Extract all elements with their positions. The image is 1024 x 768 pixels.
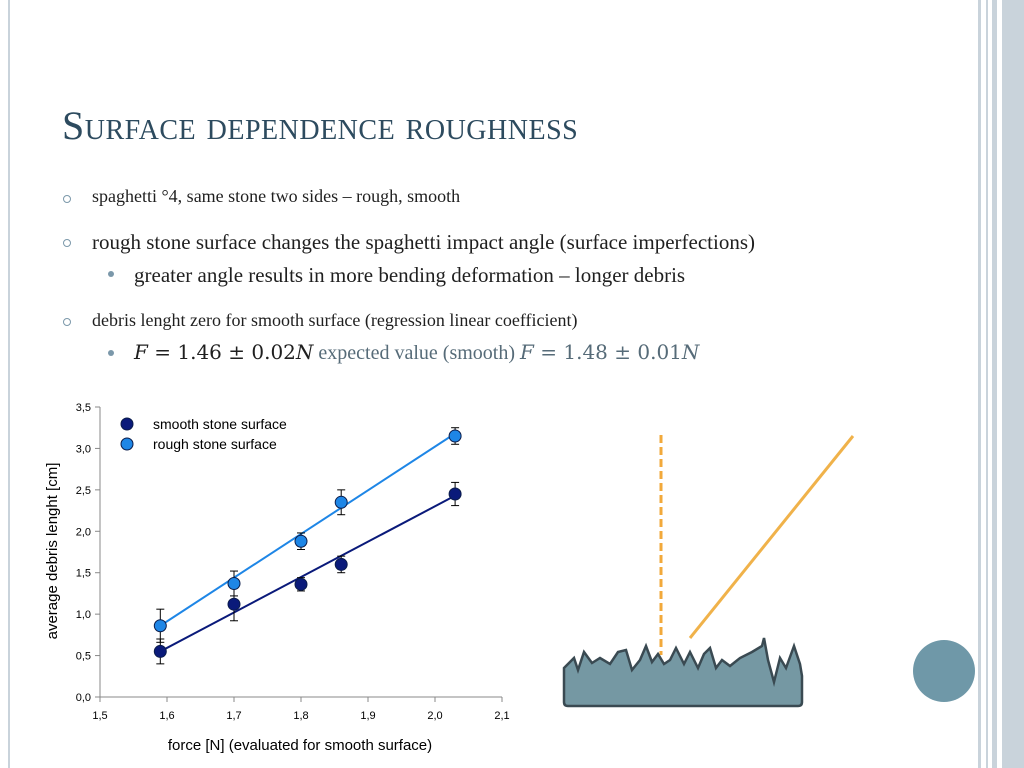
data-point-smooth bbox=[448, 487, 462, 501]
bullet-circle-icon bbox=[63, 318, 71, 326]
fit-line-rough bbox=[159, 432, 456, 627]
chart-fit-lines bbox=[159, 432, 456, 653]
formula-value: = 1.48 ± 0.01 bbox=[533, 340, 682, 364]
x-tick-label: 2,1 bbox=[494, 710, 509, 722]
bullet-item: rough stone surface changes the spaghett… bbox=[92, 230, 755, 254]
x-axis-label: force [N] (evaluated for smooth surface) bbox=[168, 737, 432, 754]
bullet-dot-icon bbox=[108, 271, 114, 277]
legend-marker-rough bbox=[120, 437, 134, 451]
y-axis-label: average debris lenght [cm] bbox=[44, 463, 61, 640]
fit-line-smooth bbox=[159, 494, 456, 653]
y-tick-label: 0,5 bbox=[76, 651, 91, 663]
data-point-smooth bbox=[153, 644, 167, 658]
scatter-chart: 0,0 0,5 1,0 1,5 2,0 2,5 3,0 3,5 1,5 1,6 1,7 1,8 1,9 2… bbox=[44, 402, 510, 754]
bullet-item: spaghetti °4, same stone two sides – rou… bbox=[92, 186, 461, 206]
x-tick-label: 1,7 bbox=[226, 710, 241, 722]
y-tick-label: 0,0 bbox=[76, 692, 91, 704]
legend-marker-smooth bbox=[120, 417, 134, 431]
y-tick-label: 2,0 bbox=[76, 526, 91, 538]
formula-unit: N bbox=[295, 340, 314, 364]
formula-line: F = 1.46 ± 0.02N expected value (smooth)… bbox=[134, 340, 699, 365]
bullet-dot-icon bbox=[108, 350, 114, 356]
navigation-circle-button[interactable] bbox=[913, 640, 975, 702]
data-point-rough bbox=[227, 576, 241, 590]
formula-var-f: F bbox=[134, 340, 148, 364]
bullet-item: debris lenght zero for smooth surface (r… bbox=[92, 310, 578, 330]
data-point-rough bbox=[448, 429, 462, 443]
formula-text: expected value (smooth) bbox=[313, 342, 520, 364]
data-point-smooth bbox=[334, 557, 348, 571]
left-frame-line bbox=[8, 0, 10, 768]
y-tick-label: 3,5 bbox=[76, 402, 91, 414]
angled-impact-line bbox=[688, 435, 855, 639]
y-tick-label: 3,0 bbox=[76, 443, 91, 455]
x-tick-label: 2,0 bbox=[427, 710, 442, 722]
x-tick-label: 1,9 bbox=[360, 710, 375, 722]
data-point-smooth bbox=[227, 597, 241, 611]
formula-unit: N bbox=[681, 340, 700, 364]
data-point-rough bbox=[294, 534, 308, 548]
formula-value: = 1.46 ± 0.02 bbox=[147, 340, 296, 364]
formula-var-f: F bbox=[520, 340, 534, 364]
impact-illustration bbox=[562, 435, 855, 708]
data-point-rough bbox=[153, 619, 167, 633]
data-point-rough bbox=[334, 495, 348, 509]
slide-title: Surface dependence roughness bbox=[62, 103, 579, 148]
y-tick-label: 1,0 bbox=[76, 609, 91, 621]
bullet-item: greater angle results in more bending de… bbox=[134, 263, 686, 287]
x-tick-label: 1,5 bbox=[92, 710, 107, 722]
y-tick-label: 2,5 bbox=[76, 485, 91, 497]
chart-points bbox=[153, 427, 462, 665]
right-frame-stripes bbox=[978, 0, 1024, 768]
x-tick-label: 1,6 bbox=[159, 710, 174, 722]
chart-legend: smooth stone surface rough stone surface bbox=[120, 416, 287, 452]
y-tick-label: 1,5 bbox=[76, 568, 91, 580]
bullet-circle-icon bbox=[63, 195, 71, 203]
bullet-circle-icon bbox=[63, 239, 71, 247]
data-point-smooth bbox=[294, 577, 308, 591]
x-tick-label: 1,8 bbox=[293, 710, 308, 722]
chart-ticks: 0,0 0,5 1,0 1,5 2,0 2,5 3,0 3,5 1,5 1,6 1,7 1,8 1,9 2… bbox=[76, 402, 510, 722]
legend-label-rough: rough stone surface bbox=[153, 436, 277, 452]
legend-label-smooth: smooth stone surface bbox=[153, 416, 287, 432]
rough-stone-shape bbox=[562, 637, 804, 708]
